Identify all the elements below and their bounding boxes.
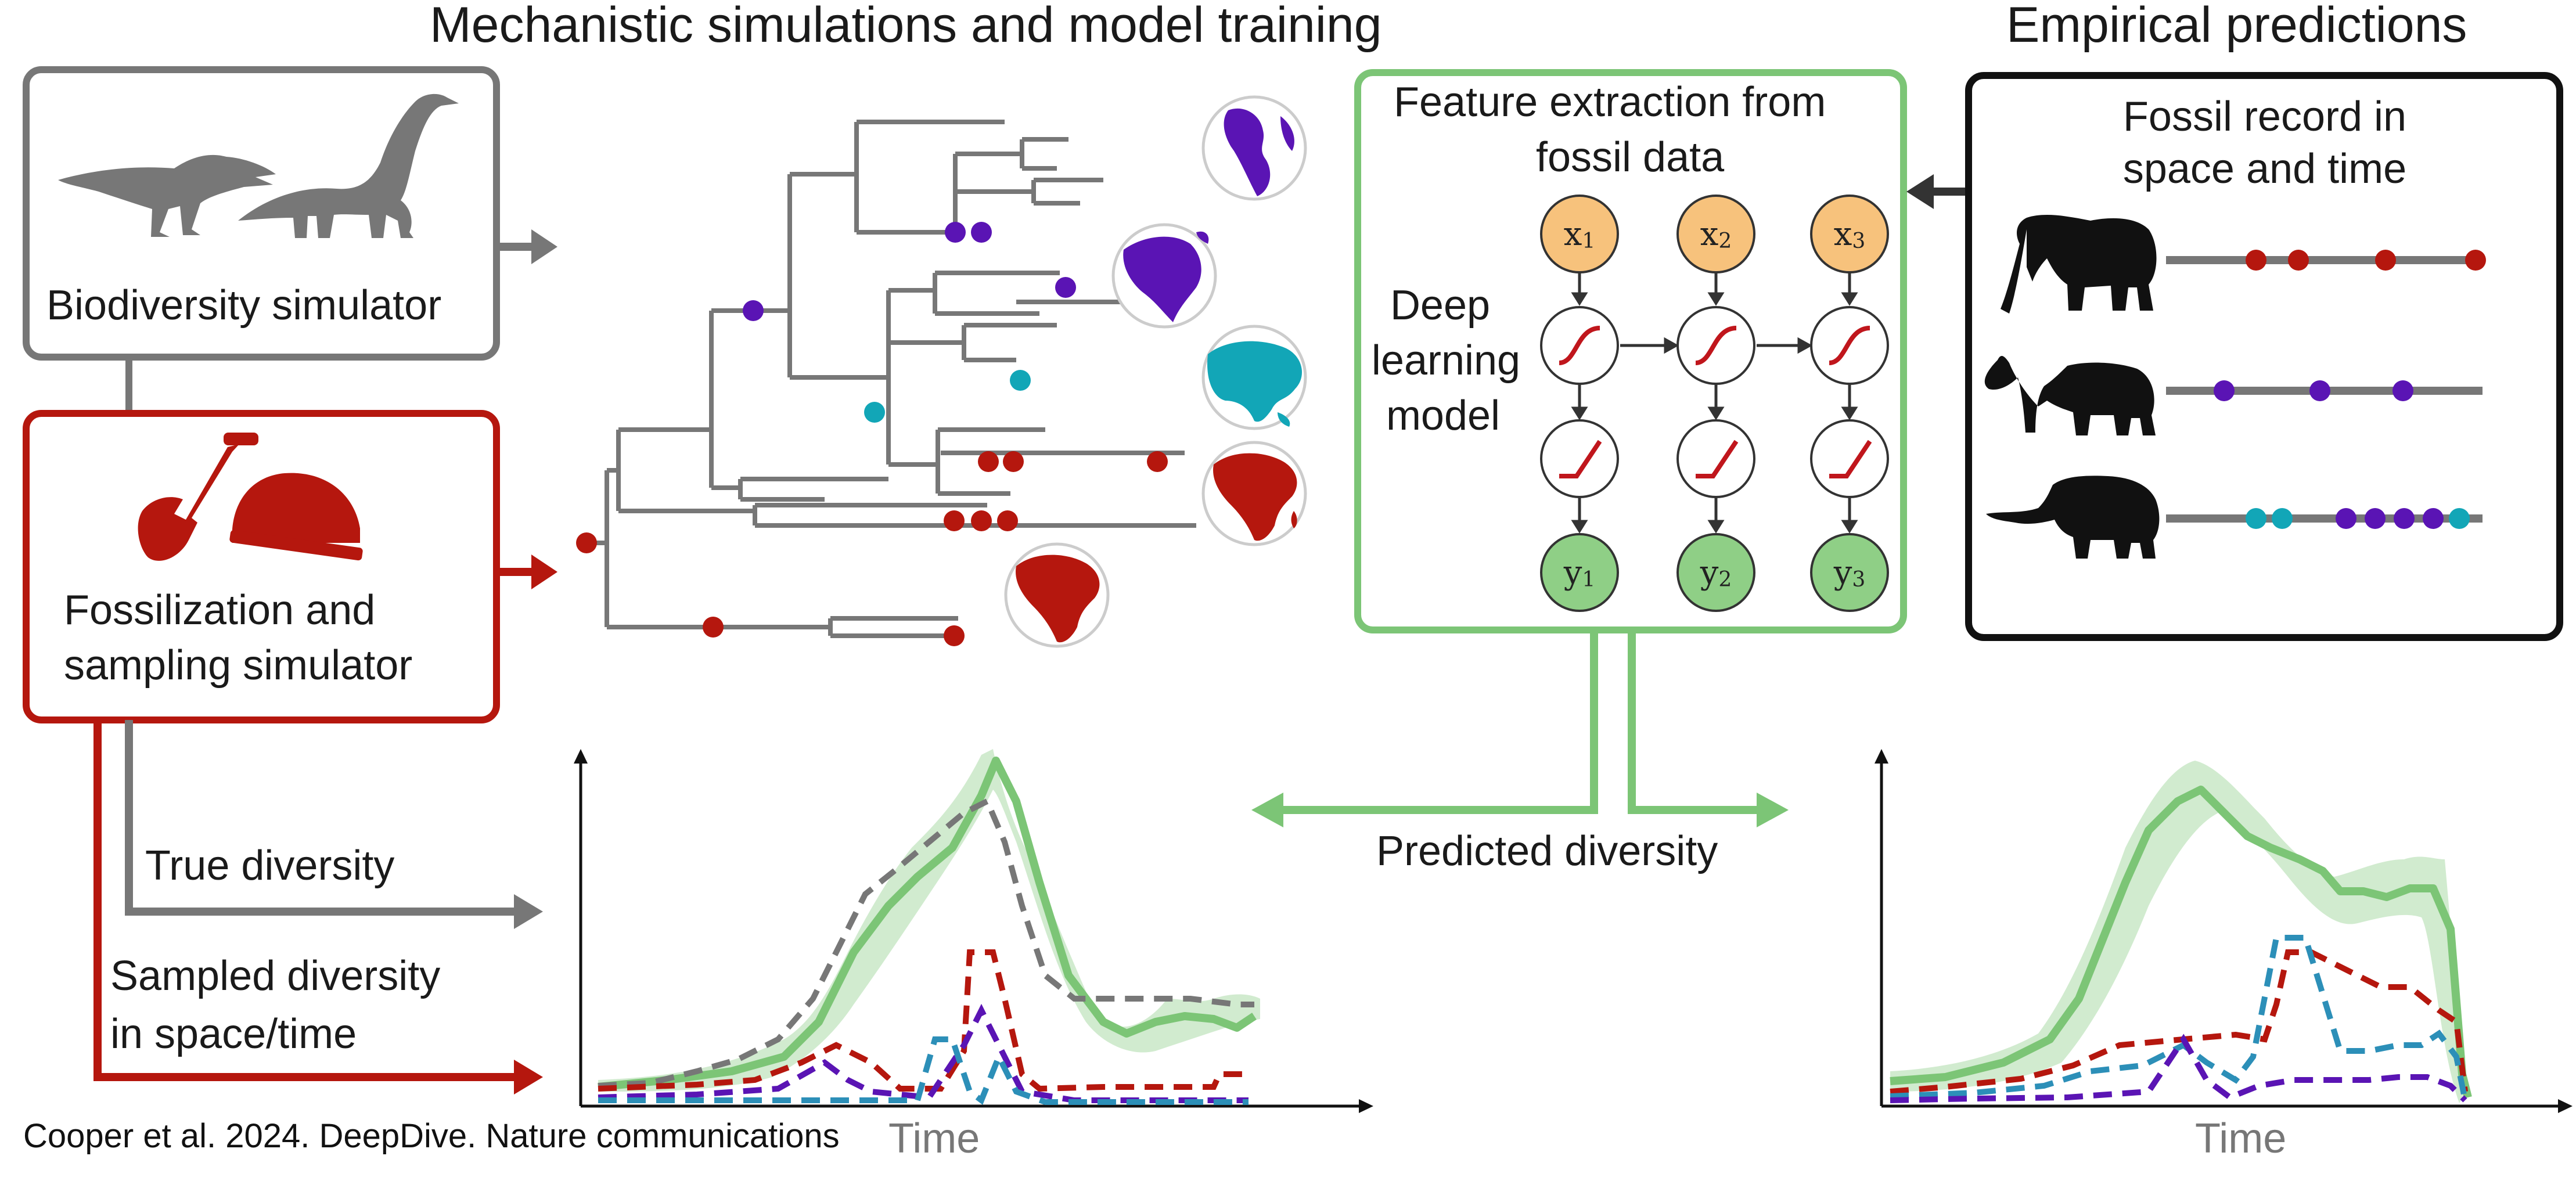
- fossil-record-line2: space and time: [2122, 146, 2407, 192]
- left-diversity-chart: [574, 749, 1373, 1113]
- heading-right: Empirical predictions: [2006, 0, 2467, 53]
- mastodon-icon: [1986, 476, 2160, 559]
- predicted-arrowhead-left: [1251, 793, 1283, 827]
- right-prediction-chart: [1875, 749, 2573, 1113]
- input-node-3-sub: 3: [1852, 229, 1866, 253]
- true-diversity-arrowhead: [514, 894, 543, 929]
- input-node-1-letter: x: [1563, 215, 1582, 253]
- fossilization-label-line2: sampling simulator: [64, 642, 413, 689]
- deep-learning-line2: learning: [1371, 337, 1521, 384]
- deep-learning-line3: model: [1386, 393, 1501, 439]
- relu-node-1: [1540, 419, 1619, 498]
- arrowhead-fossil-to-model: [1906, 174, 1934, 209]
- network-connectors: [1571, 273, 1858, 534]
- relu-node-2: [1676, 419, 1755, 498]
- globe-north-america-icon: [1111, 223, 1217, 329]
- elephant-icon: [2001, 215, 2157, 314]
- globe-africa-small-icon: [1004, 542, 1110, 648]
- dinosaur-icons: [58, 93, 459, 238]
- sigmoid-node-1: [1540, 306, 1619, 385]
- shovel-helmet-icon: [138, 433, 363, 561]
- sampled-diversity-arrowhead: [514, 1060, 543, 1094]
- globe-africa-icon: [1201, 441, 1307, 546]
- x-axis-label-left: Time: [888, 1115, 980, 1162]
- fossilization-label-line1: Fossilization and: [64, 587, 376, 633]
- true-diversity-line: [125, 720, 520, 916]
- citation-credit: Cooper et al. 2024. DeepDive. Nature com…: [23, 1117, 840, 1155]
- feature-extraction-line1: Feature extraction from: [1394, 79, 1826, 125]
- mammoth-icon: [1984, 356, 2156, 435]
- input-node-2-sub: 2: [1718, 229, 1732, 253]
- globe-americas-icon: [1201, 95, 1307, 201]
- phylogenetic-tree: [587, 120, 1196, 638]
- output-node-2-letter: y: [1700, 553, 1719, 592]
- output-node-2-sub: 2: [1718, 567, 1732, 592]
- predicted-arrowhead-right: [1757, 793, 1789, 827]
- feature-extraction-box: [1354, 69, 1907, 633]
- true-diversity-label: True diversity: [145, 842, 395, 889]
- fossil-timelines: [2166, 250, 2486, 529]
- input-node-1-sub: 1: [1582, 229, 1596, 253]
- tree-occurrence-dots: [576, 222, 1168, 646]
- output-node-1-letter: y: [1563, 553, 1582, 592]
- output-node-3-letter: y: [1833, 553, 1852, 592]
- predicted-line-left: [1278, 632, 1598, 814]
- feature-extraction-line2: fossil data: [1536, 134, 1725, 181]
- input-node-3-letter: x: [1833, 215, 1852, 253]
- biodiversity-simulator-label: Biodiversity simulator: [46, 282, 442, 329]
- output-node-3-sub: 3: [1852, 567, 1866, 592]
- sampled-diversity-line1: Sampled diversity: [110, 953, 441, 999]
- arrowhead-biodiversity: [531, 229, 557, 264]
- fossil-record-line1: Fossil record in: [2122, 93, 2407, 140]
- heading-left: Mechanistic simulations and model traini…: [430, 0, 1382, 53]
- relu-node-3: [1810, 419, 1889, 498]
- predicted-diversity-label: Predicted diversity: [1376, 828, 1718, 874]
- fossilization-simulator-box: [23, 410, 500, 723]
- predicted-line-right: [1628, 632, 1762, 814]
- sampled-diversity-line: [93, 720, 520, 1081]
- output-node-1-sub: 1: [1582, 567, 1596, 592]
- sigmoid-node-2: [1676, 306, 1755, 385]
- sigmoid-node-3: [1810, 306, 1889, 385]
- deep-learning-line1: Deep: [1390, 282, 1491, 329]
- arrowhead-fossilization: [531, 555, 557, 589]
- x-axis-label-right: Time: [2195, 1115, 2287, 1162]
- globe-asia-icon: [1201, 325, 1307, 430]
- sampled-diversity-line2: in space/time: [110, 1011, 357, 1057]
- input-node-2-letter: x: [1700, 215, 1719, 253]
